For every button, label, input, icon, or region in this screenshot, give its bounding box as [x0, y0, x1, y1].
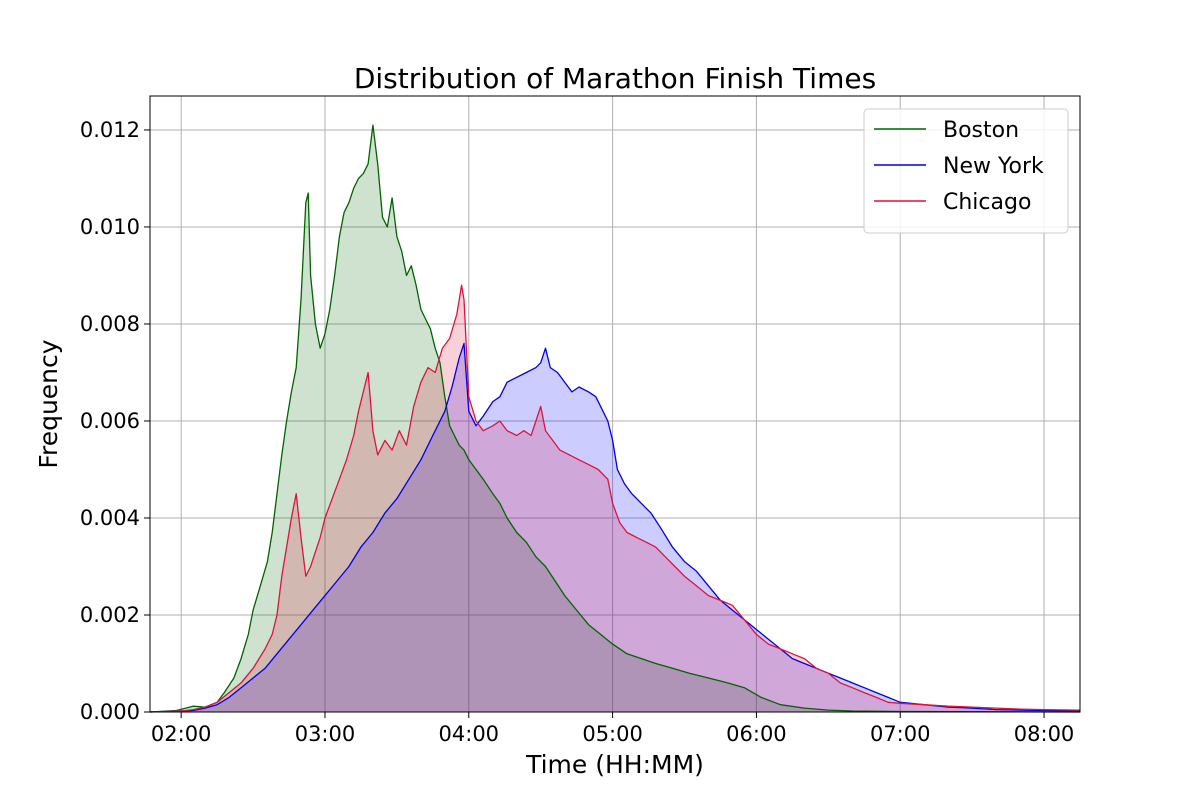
y-tick-label: 0.002	[80, 603, 140, 627]
series-line-boston	[149, 124, 1081, 713]
series-area-new-york	[150, 343, 1080, 712]
x-tick-label: 06:00	[726, 722, 787, 746]
series-area-chicago	[150, 285, 1080, 712]
legend-label-chicago: Chicago	[943, 190, 1031, 215]
x-tick-label: 03:00	[295, 722, 356, 746]
legend-frame	[863, 108, 1069, 234]
y-axis: 0.000 0.002 0.004 0.006 0.008 0.010 0.012	[80, 118, 150, 724]
legend-label-boston: Boston	[943, 118, 1019, 143]
legend-label-new-york: New York	[943, 154, 1044, 179]
y-axis-title: Frequency	[34, 339, 63, 468]
y-tick-label: 0.010	[80, 215, 140, 239]
x-tick-label: 04:00	[439, 722, 500, 746]
series-lines	[149, 124, 1081, 713]
series-area-boston	[150, 125, 1080, 713]
x-axis-title: Time (HH:MM)	[525, 750, 704, 779]
y-tick-label: 0.004	[80, 506, 140, 530]
y-tick-label: 0.008	[80, 312, 140, 336]
x-tick-label: 08:00	[1014, 722, 1075, 746]
chart-title: Distribution of Marathon Finish Times	[354, 62, 876, 95]
x-tick-label: 02:00	[151, 722, 212, 746]
y-tick-label: 0.006	[80, 409, 140, 433]
plot-frame	[149, 95, 1081, 713]
y-tick-label: 0.000	[80, 700, 140, 724]
series-fills	[150, 125, 1080, 713]
legend: Boston New York Chicago	[863, 108, 1069, 234]
series-line-chicago	[149, 284, 1081, 713]
y-tick-label: 0.012	[80, 118, 140, 142]
x-axis: 02:00 03:00 04:00 05:00 06:00 07:00 08:00	[151, 712, 1074, 746]
x-tick-label: 07:00	[870, 722, 931, 746]
x-tick-label: 05:00	[582, 722, 643, 746]
